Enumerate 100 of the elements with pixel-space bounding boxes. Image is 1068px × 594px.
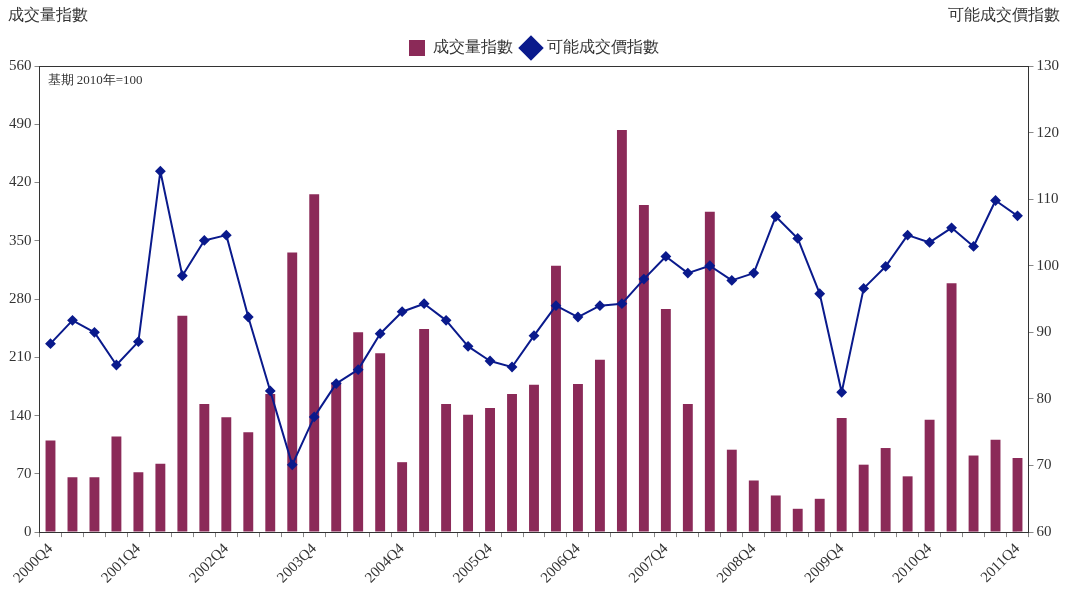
legend-label: 成交量指數 [433,38,513,56]
point [616,298,627,309]
y-tick-label: 420 [9,173,32,190]
bar [397,462,408,532]
bar [616,130,627,532]
point [1012,210,1023,221]
point [287,459,298,470]
point [814,288,825,299]
bar [573,383,583,532]
y-tick-label: 140 [9,406,32,423]
point [704,260,715,271]
y2-tick-label: 60 [1036,523,1052,540]
y2-tick-label: 70 [1036,456,1052,473]
bar [507,393,517,532]
bar [441,403,452,532]
point [221,230,232,241]
point [836,387,847,398]
y-tick-label: 560 [9,56,32,73]
point [485,355,496,366]
point [594,300,605,311]
point [770,211,781,222]
y-tick-label: 210 [9,348,32,365]
bar [353,332,364,532]
point [529,330,539,341]
bar [748,480,759,532]
y-tick-label: 0 [24,523,32,540]
point [419,298,430,309]
point [990,195,1001,206]
bar [814,498,825,532]
bar [682,403,693,532]
y2-tick-label: 100 [1036,256,1059,273]
point [924,237,935,248]
point [45,338,56,349]
bar [792,508,803,532]
bar [990,439,1001,532]
bar [375,353,386,532]
point [550,300,561,311]
point [375,328,386,339]
point [177,270,188,281]
legend-label: 可能成交價指數 [547,38,659,56]
y2-tick-label: 110 [1036,190,1059,207]
point [199,235,210,246]
bar [770,495,781,532]
point [265,385,276,396]
bar [199,403,210,532]
point [507,361,518,372]
bar [155,463,166,532]
bar [924,419,935,532]
bar [309,194,320,532]
bar [660,309,671,532]
point [441,315,452,326]
bar [902,476,913,532]
point [880,261,891,272]
bar [968,455,979,532]
point [243,312,254,323]
point [792,233,803,244]
point [858,283,869,294]
point [111,359,122,370]
point [902,230,913,241]
bar [726,449,737,532]
point [748,268,759,279]
point [572,312,583,323]
bar [89,477,100,532]
bar [880,448,891,532]
point [67,315,78,326]
point [133,336,144,347]
bar [67,477,78,532]
point [331,378,342,389]
y2-axis-title: 可能成交價指數 [948,6,1060,24]
bar [265,393,276,532]
y-tick-label: 490 [9,115,32,132]
point [682,268,693,279]
bar [243,432,254,532]
y-axis-title: 成交量指數 [8,6,88,24]
bar [133,472,144,532]
y2-tick-label: 120 [1036,123,1059,140]
bar [485,408,495,532]
y-tick-label: 70 [16,464,32,481]
bar [551,265,561,532]
bar [594,359,605,532]
point [660,251,671,262]
bar [638,205,649,532]
bar [836,418,847,532]
y-tick-label: 350 [9,231,32,248]
bar [463,414,474,532]
point [309,411,320,422]
point [638,274,649,285]
point [946,222,957,233]
y-tick-label: 280 [9,289,32,306]
bar [111,436,122,532]
annotation: 基期 2010年=100 [47,71,143,87]
point [353,364,364,375]
bar [45,440,56,532]
y2-tick-label: 90 [1036,323,1052,340]
bar [1012,458,1023,532]
point [726,275,737,286]
point [968,241,979,252]
y2-tick-label: 80 [1036,389,1052,406]
point [89,327,100,338]
bar [221,417,232,532]
